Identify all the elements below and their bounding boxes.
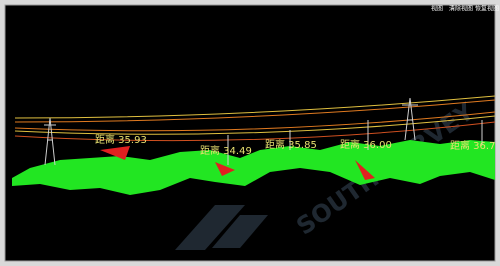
distance-label: 距离 36.00 [340, 138, 392, 151]
toolbar-button[interactable]: 恢复视图 [475, 5, 499, 13]
distance-label: 距离 34.49 [200, 144, 252, 157]
page: SOUTH SURVEY 视图 清除视图 恢复视图 距离 35.93 距离 34… [0, 0, 500, 266]
distance-label: 距离 35.93 [95, 133, 147, 146]
distance-label: 距离 36.7 [450, 139, 495, 152]
toolbar-button[interactable]: 清除视图 [449, 5, 473, 13]
viewer: SOUTH SURVEY 视图 清除视图 恢复视图 距离 35.93 距离 34… [0, 0, 500, 266]
distance-label: 距离 35.85 [265, 138, 317, 151]
toolbar-button[interactable]: 视图 [431, 5, 443, 13]
